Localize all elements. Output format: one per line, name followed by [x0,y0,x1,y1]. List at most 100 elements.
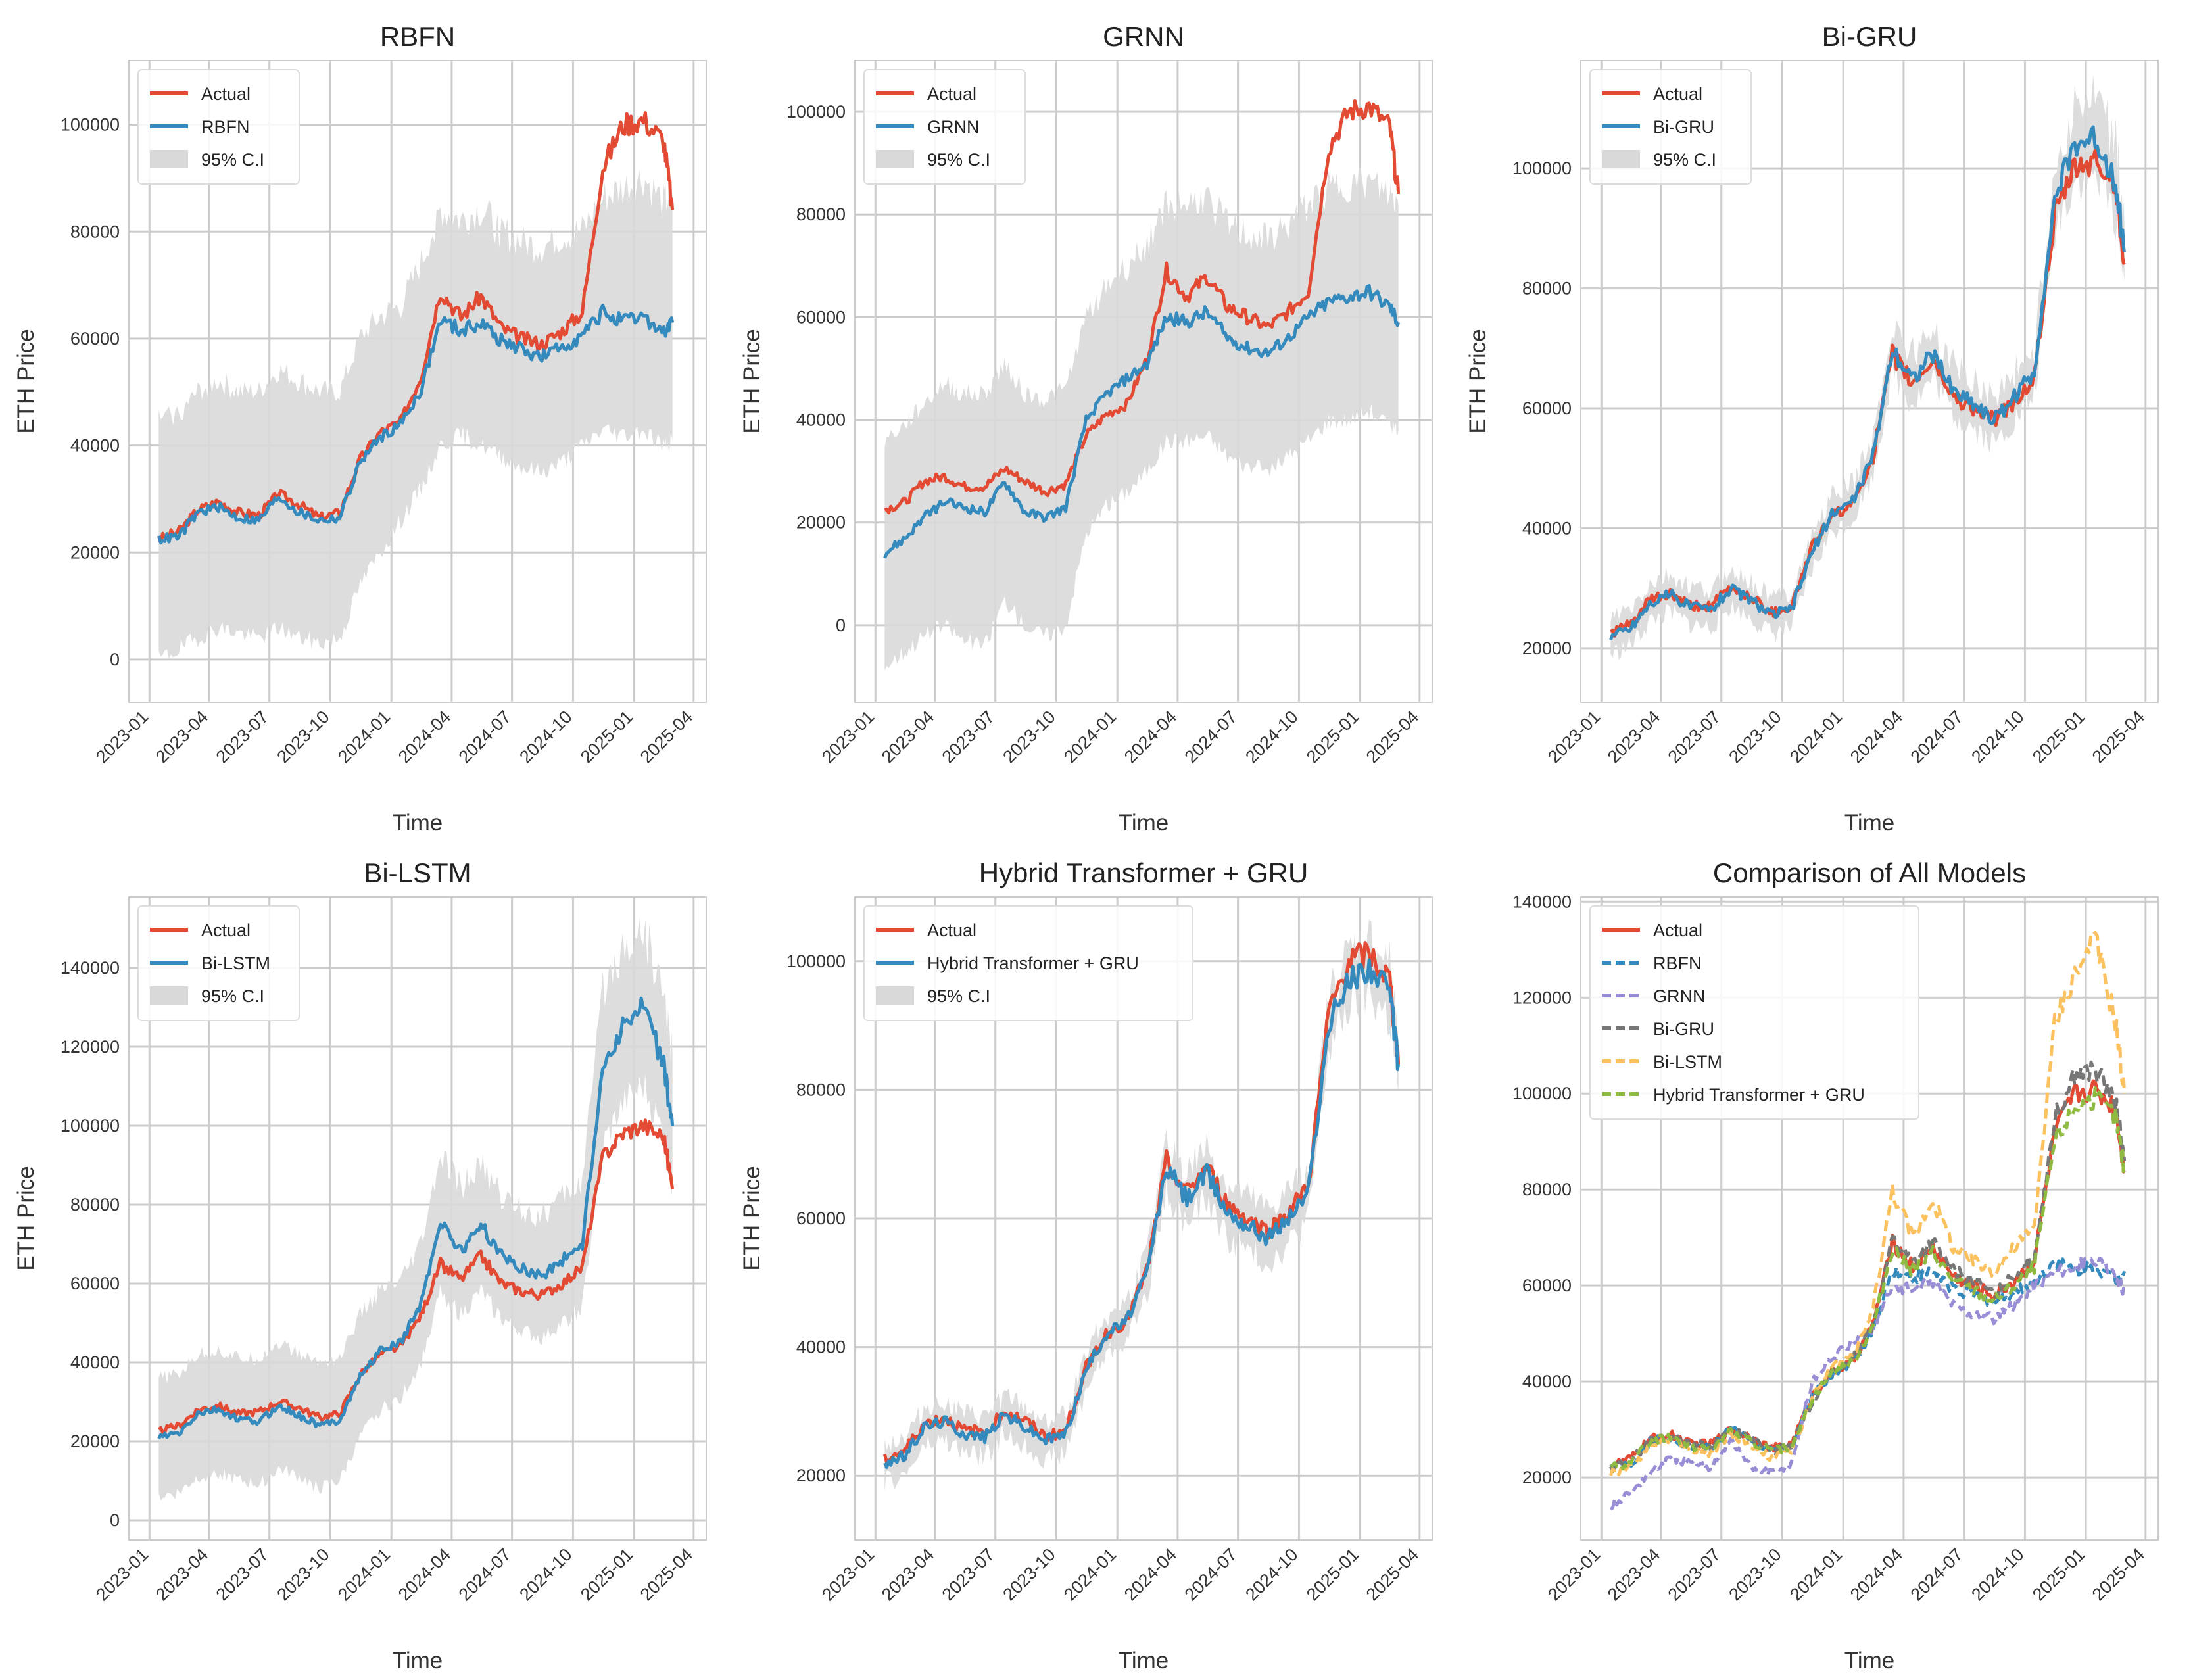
x-tick-label: 2024-01 [1060,707,1120,767]
series-line-bi-lstm [1609,930,2127,1477]
x-tick-label: 2025-04 [2088,707,2148,767]
x-tick-label: 2024-04 [1121,707,1180,767]
ci-band [884,166,1399,671]
legend-label: Hybrid Transformer + GRU [927,953,1139,973]
legend: Actual Bi-LSTM 95% C.I [137,905,300,1021]
legend-label: RBFN [201,117,250,137]
x-tick-label: 2023-01 [92,707,152,767]
legend-label: Bi-GRU [1653,117,1714,137]
y-tick-label: 0 [110,1510,120,1530]
legend-label: Actual [1653,921,1702,940]
legend-label: 95% C.I [201,986,264,1006]
chart-title: GRNN [1103,21,1184,52]
chart-title: Comparison of All Models [1713,857,2026,888]
x-axis-label: Time [393,810,443,836]
chart-title: Bi-LSTM [364,857,471,888]
x-tick-label: 2024-10 [1967,1545,2027,1604]
y-tick-label: 40000 [1522,518,1572,538]
x-tick-label: 2023-04 [152,707,212,767]
legend-box [863,905,1193,1021]
y-tick-label: 40000 [796,1337,846,1357]
legend-label: Bi-LSTM [201,953,270,973]
y-axis-label: ETH Price [13,1166,39,1270]
legend-label: GRNN [1653,986,1706,1006]
chart-title: RBFN [380,21,455,52]
x-tick-label: 2024-10 [516,1545,575,1604]
x-tick-label: 2024-01 [334,707,394,767]
y-tick-label: 40000 [70,1353,120,1372]
x-tick-label: 2023-07 [212,707,272,767]
legend: Actual Bi-GRU 95% C.I [1589,69,1752,185]
y-tick-label: 140000 [1512,892,1572,911]
x-tick-label: 2023-01 [1544,707,1604,767]
y-tick-label: 60000 [796,307,846,327]
y-tick-label: 40000 [796,410,846,430]
series-line-bi-lstm [157,996,675,1440]
legend-swatch [150,986,188,1005]
ci-band [158,917,673,1501]
legend-label: Actual [201,921,251,940]
y-tick-label: 120000 [60,1037,120,1057]
x-tick-label: 2023-10 [273,707,333,767]
x-tick-label: 2023-04 [878,1545,938,1604]
x-tick-label: 2025-01 [2029,707,2088,767]
x-tick-label: 2023-04 [152,1545,212,1604]
y-tick-label: 60000 [796,1209,846,1228]
legend-label: Hybrid Transformer + GRU [1653,1085,1865,1105]
legend-swatch [1602,150,1640,168]
legend-swatch [150,150,188,168]
x-tick-label: 2025-01 [2029,1545,2088,1604]
x-tick-label: 2024-01 [1786,707,1846,767]
y-axis-label: ETH Price [13,329,39,433]
legend-label: GRNN [927,117,980,137]
subplot-5: 20000 40000 60000 80000 100000 2023-01 2023-04… [739,857,1433,1673]
series-line-actual [157,1118,675,1435]
x-tick-label: 2023-04 [1604,707,1664,767]
x-tick-label: 2023-01 [818,1545,878,1604]
x-tick-label: 2024-04 [1846,1545,1906,1604]
subplot-6: 20000 40000 60000 80000 100000 120000 140000 20… [1512,857,2159,1673]
y-tick-label: 100000 [786,951,846,971]
y-tick-label: 100000 [786,102,846,122]
x-tick-label: 2023-07 [1664,1545,1724,1604]
y-tick-label: 0 [110,650,120,669]
legend: Actual Hybrid Transformer + GRU 95% C.I [863,905,1193,1021]
series-line-rbfn [157,304,675,545]
ci-band [158,170,673,659]
series-line-grnn [883,284,1401,559]
series-line-hybrid-transformer-gru [883,958,1401,1470]
x-tick-label: 2023-10 [273,1545,333,1604]
legend-label: 95% C.I [927,986,990,1006]
y-tick-label: 60000 [1522,398,1572,418]
y-tick-label: 60000 [1522,1276,1572,1295]
legend-label: Actual [201,84,251,104]
x-tick-label: 2024-04 [1846,707,1906,767]
y-tick-label: 140000 [60,958,120,978]
series-line-bi-gru [1609,125,2127,641]
x-tick-label: 2025-01 [577,707,637,767]
legend-label: Bi-GRU [1653,1019,1714,1039]
x-axis-label: Time [1119,1648,1169,1673]
y-tick-label: 80000 [70,222,120,241]
x-tick-label: 2024-10 [1967,707,2027,767]
x-tick-label: 2023-07 [938,1545,998,1604]
y-tick-label: 40000 [70,436,120,456]
legend-label: RBFN [1653,953,1702,973]
series-line-hybrid-transformer-gru [1610,1086,2126,1471]
x-tick-label: 2024-01 [334,1545,394,1604]
chart-title: Hybrid Transformer + GRU [979,857,1309,888]
x-tick-label: 2025-01 [577,1545,637,1604]
x-tick-label: 2024-07 [1907,707,1967,767]
y-tick-label: 100000 [1512,1084,1572,1103]
x-tick-label: 2024-10 [1241,1545,1301,1604]
y-axis-label: ETH Price [1465,329,1491,433]
legend-box [1589,905,1919,1120]
legend: Actual RBFN 95% C.I [137,69,300,185]
y-tick-label: 60000 [70,329,120,348]
x-tick-label: 2023-01 [1544,1545,1604,1604]
x-axis-label: Time [1119,810,1169,836]
y-tick-label: 40000 [1522,1372,1572,1391]
x-tick-label: 2024-04 [395,1545,454,1604]
